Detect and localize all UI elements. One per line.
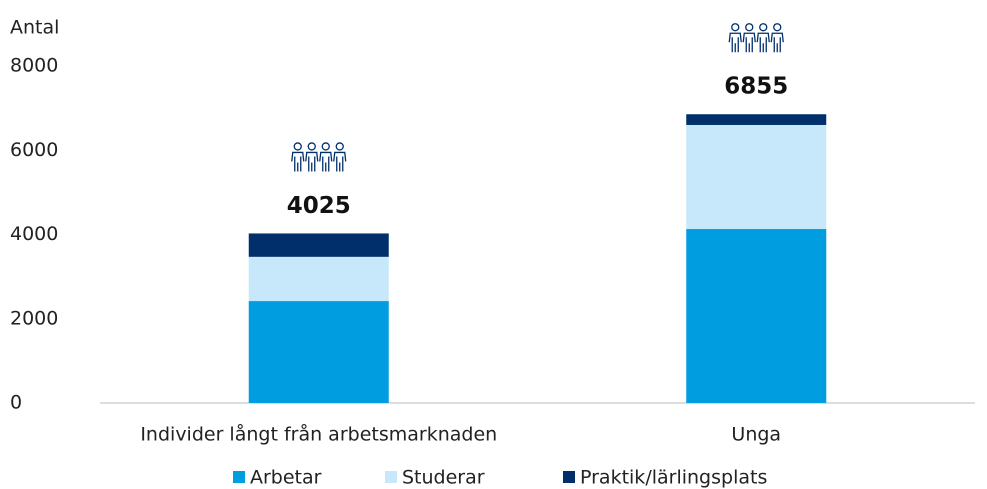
legend-swatch bbox=[385, 471, 397, 483]
icon-body bbox=[742, 32, 756, 53]
total-label: 6855 bbox=[724, 74, 788, 100]
x-tick-label: Individer långt från arbetsmarknaden bbox=[140, 423, 497, 446]
icon-body bbox=[291, 151, 305, 172]
icon-body bbox=[305, 151, 319, 172]
bar-segment bbox=[248, 233, 389, 257]
bar-segment bbox=[686, 124, 827, 230]
y-tick-label: 4000 bbox=[10, 223, 58, 245]
y-tick-label: 6000 bbox=[10, 139, 58, 161]
icon-head bbox=[293, 142, 302, 151]
bar-segment bbox=[686, 229, 827, 403]
icon-body bbox=[319, 151, 333, 172]
icon-head bbox=[773, 23, 782, 32]
bar-segment bbox=[248, 256, 389, 302]
icon-head bbox=[759, 23, 768, 32]
people-icon bbox=[728, 23, 784, 53]
y-axis-label: Antal bbox=[10, 17, 59, 39]
bar-segment bbox=[248, 301, 389, 403]
legend-label: Praktik/lärlingsplats bbox=[580, 467, 767, 489]
y-tick-label: 0 bbox=[10, 392, 22, 414]
y-tick-label: 2000 bbox=[10, 307, 58, 329]
x-tick-label: Unga bbox=[731, 424, 781, 446]
legend-swatch bbox=[563, 471, 575, 483]
legend-label: Studerar bbox=[402, 467, 485, 489]
y-tick-label: 8000 bbox=[10, 55, 58, 77]
icon-head bbox=[307, 142, 316, 151]
icon-body bbox=[728, 32, 742, 53]
icon-head bbox=[335, 142, 344, 151]
people-icon bbox=[291, 142, 347, 172]
icon-head bbox=[745, 23, 754, 32]
icon-body bbox=[770, 32, 784, 53]
icon-head bbox=[321, 142, 330, 151]
icon-body bbox=[333, 151, 347, 172]
total-label: 4025 bbox=[287, 193, 351, 219]
icon-head bbox=[731, 23, 740, 32]
legend-label: Arbetar bbox=[250, 467, 322, 489]
bar-segment bbox=[686, 114, 827, 125]
icon-body bbox=[756, 32, 770, 53]
legend-swatch bbox=[233, 471, 245, 483]
